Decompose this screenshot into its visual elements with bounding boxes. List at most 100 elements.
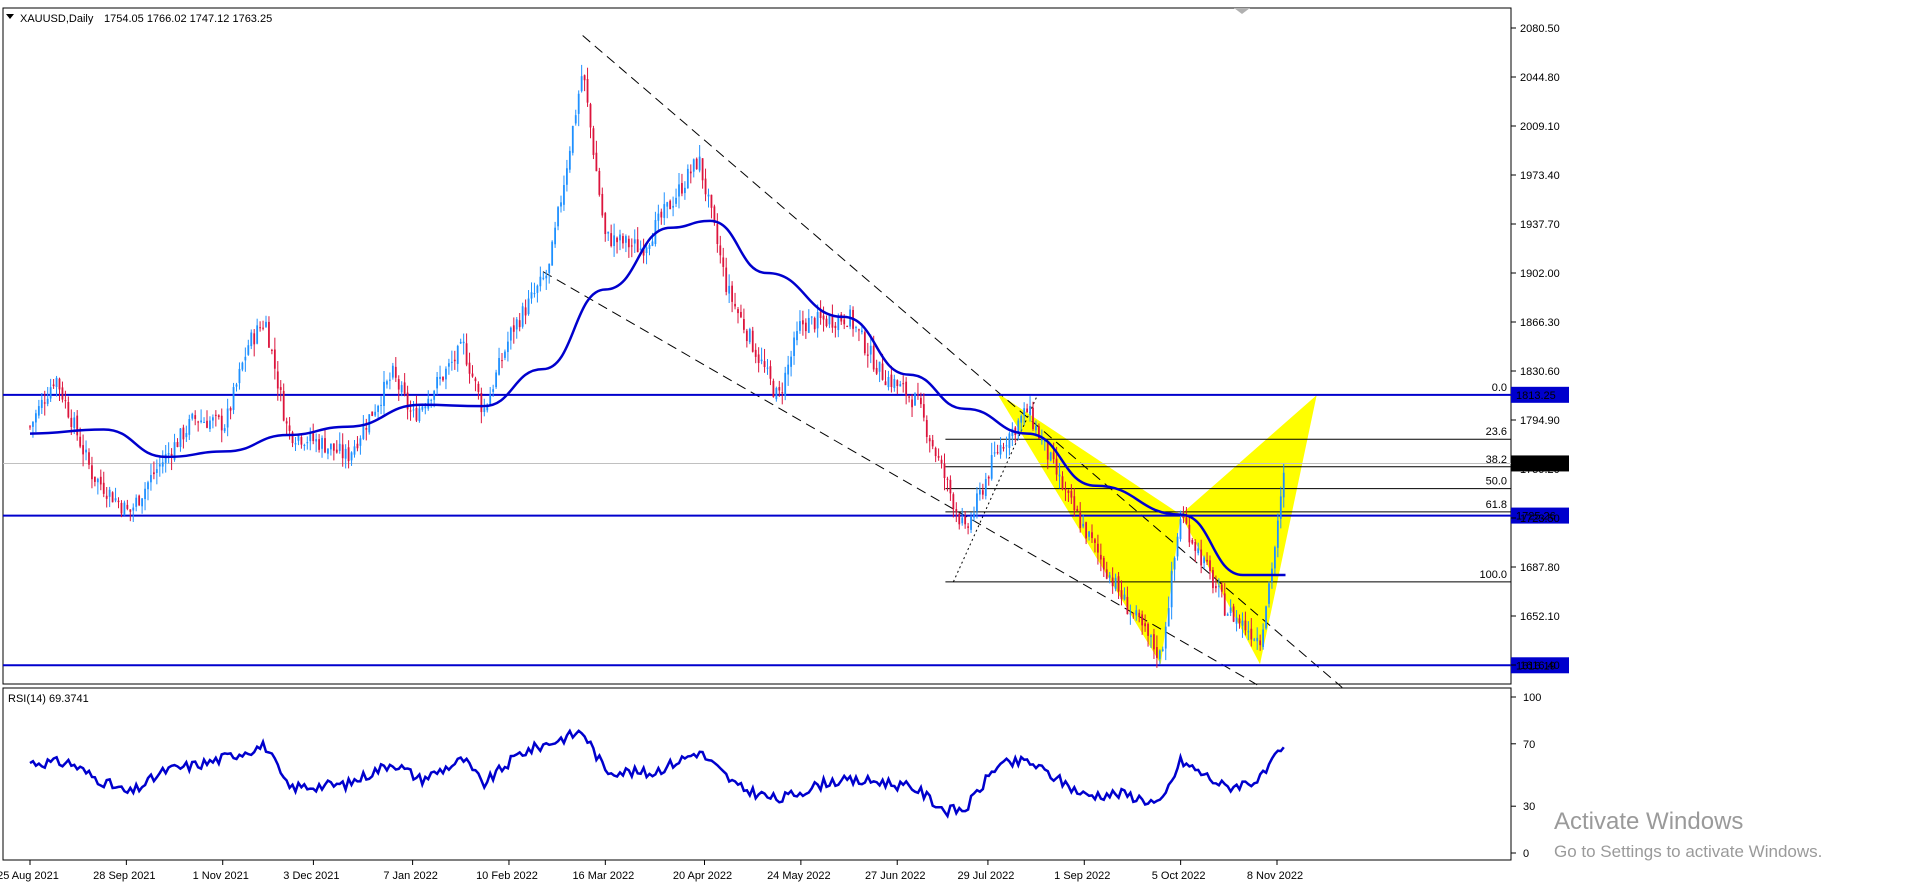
candle-body (1026, 408, 1028, 413)
candle-body (324, 438, 326, 453)
rsi-panel-frame (2, 687, 1512, 861)
candle-body (1182, 516, 1185, 519)
candle-body (158, 464, 161, 467)
y-tick-label: 1902.00 (1520, 268, 1560, 280)
candle-body (453, 359, 456, 362)
candle-body (642, 248, 645, 256)
candle-body (604, 213, 607, 235)
candle-body (1114, 577, 1117, 589)
candle-body (1150, 635, 1152, 638)
candle-body (1256, 637, 1259, 642)
candle-body (1023, 408, 1026, 416)
candle-body (684, 187, 686, 194)
candle-body (462, 341, 465, 344)
main-panel-frame (2, 7, 1512, 685)
candle-body (1132, 613, 1135, 615)
candle-body (483, 408, 486, 413)
candle-body (55, 377, 58, 388)
candle-body (229, 408, 232, 411)
candle-body (518, 320, 521, 328)
candle-body (209, 420, 211, 430)
candle-body (179, 428, 182, 447)
candle-body (1091, 532, 1093, 539)
candle-body (1029, 406, 1031, 416)
candle-body (1005, 445, 1008, 447)
candle-body (88, 452, 90, 465)
channel-line[interactable] (542, 271, 1258, 686)
collapse-triangle-icon[interactable] (6, 14, 14, 19)
candle-body (813, 318, 816, 330)
level-price-tag (1511, 507, 1569, 524)
candle-body (397, 379, 400, 390)
candle-body (217, 415, 220, 417)
candle-body (893, 378, 896, 389)
candle-body (648, 244, 651, 249)
candle-body (763, 361, 766, 368)
candle-body (1138, 612, 1141, 617)
candle-body (1253, 639, 1256, 641)
candle-body (568, 150, 571, 170)
candle-body (1123, 594, 1126, 600)
candle-body (908, 396, 910, 398)
y-tick-label: 1937.70 (1520, 219, 1560, 231)
candle-body (268, 321, 270, 348)
candle-body (607, 231, 610, 234)
candle-body (206, 420, 208, 428)
candle-body (970, 516, 972, 530)
candle-body (563, 185, 565, 205)
candle-body (1129, 613, 1132, 615)
candle-body (309, 431, 312, 442)
candle-body (235, 384, 238, 387)
candle-body (630, 245, 633, 247)
candle-body (439, 376, 441, 379)
candle-body (1244, 620, 1247, 631)
candle-body (1179, 519, 1182, 540)
candle-body (863, 332, 866, 354)
candle-body (1099, 554, 1102, 560)
activate-windows-subtitle: Go to Settings to activate Windows. (1554, 842, 1822, 861)
candle-body (716, 224, 719, 244)
candle-body (123, 502, 126, 516)
candle-body (1215, 586, 1217, 589)
candle-body (1067, 490, 1070, 493)
candle-body (846, 325, 849, 327)
candle-body (601, 193, 604, 216)
candle-body (943, 463, 946, 479)
y-tick-label: 2044.80 (1520, 72, 1560, 84)
candle-body (807, 317, 810, 333)
candle-body (1088, 531, 1090, 537)
candle-body (990, 455, 993, 479)
candle-body (144, 488, 146, 500)
candle-body (1197, 548, 1200, 554)
shift-marker-icon[interactable] (1234, 8, 1250, 14)
candle-body (226, 408, 229, 428)
candle-body (40, 399, 43, 408)
y-tick-label: 2009.10 (1520, 121, 1560, 133)
channel-line[interactable] (582, 35, 1343, 688)
candle-body (928, 438, 931, 442)
candle-body (887, 377, 890, 388)
candle-body (973, 513, 975, 518)
candle-body (574, 115, 577, 124)
price-axis: 2080.50 2044.80 2009.10 1973.40 1937.70 1902.… (1511, 23, 1560, 672)
candle-body (294, 443, 297, 445)
candle-body (507, 341, 509, 353)
candle-body (760, 359, 763, 362)
candle-body (698, 156, 701, 171)
candle-body (627, 238, 630, 248)
candle-body (769, 366, 772, 379)
candle-body (477, 383, 480, 392)
fib-trendline[interactable] (952, 394, 1039, 583)
y-tick-label: 1616.40 (1520, 660, 1560, 672)
candle-body (822, 315, 825, 320)
candle-body (1276, 520, 1279, 548)
moving-average-line[interactable] (29, 219, 1286, 577)
candle-body (303, 444, 306, 446)
candle-body (530, 292, 533, 299)
candle-body (141, 498, 143, 507)
rsi-line[interactable] (29, 728, 1285, 819)
candle-body (719, 245, 722, 256)
candle-body (1158, 650, 1161, 660)
candle-body (707, 194, 710, 197)
